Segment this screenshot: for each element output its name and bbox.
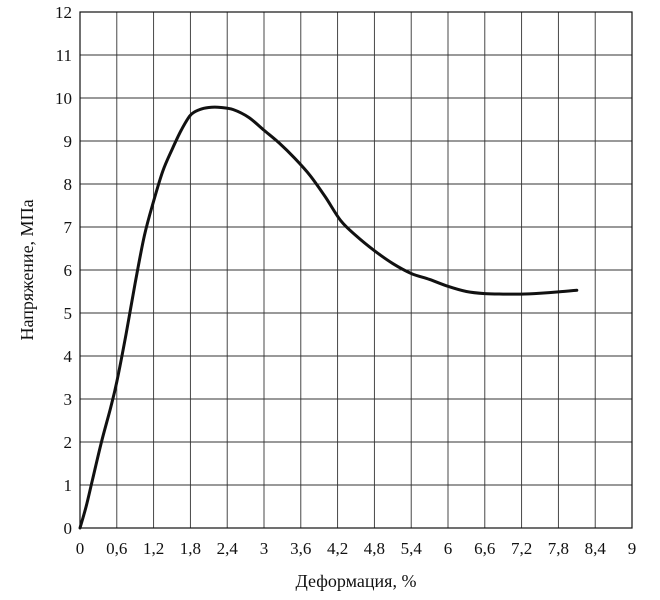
y-tick-label: 2 xyxy=(64,433,73,452)
y-tick-label: 11 xyxy=(56,46,72,65)
plot-area-frame xyxy=(79,11,633,529)
y-tick-label: 7 xyxy=(64,218,73,237)
x-tick-label: 0 xyxy=(76,539,85,558)
x-tick-label: 3 xyxy=(260,539,269,558)
tick-labels: 0 0,6 1,2 1,8 2,4 3 3,6 4,2 4,8 5,4 6 6,6 7,2 7,8 8,4 9… xyxy=(55,3,636,558)
x-tick-label: 3,6 xyxy=(290,539,311,558)
y-tick-label: 1 xyxy=(64,476,73,495)
y-tick-label: 8 xyxy=(64,175,73,194)
x-tick-label: 0,6 xyxy=(106,539,127,558)
series-layer xyxy=(78,105,579,530)
x-tick-label: 4,8 xyxy=(364,539,385,558)
y-tick-label: 3 xyxy=(64,390,73,409)
y-tick-label: 6 xyxy=(64,261,73,280)
x-tick-label: 9 xyxy=(628,539,637,558)
x-tick-label: 4,2 xyxy=(327,539,348,558)
x-axis-label: Деформация, % xyxy=(296,571,417,591)
x-tick-label: 1,2 xyxy=(143,539,164,558)
y-tick-label: 9 xyxy=(64,132,73,151)
x-tick-label: 1,8 xyxy=(180,539,201,558)
y-tick-label: 5 xyxy=(64,304,73,323)
grid xyxy=(79,11,633,529)
x-tick-label: 2,4 xyxy=(217,539,239,558)
y-tick-label: 12 xyxy=(55,3,72,22)
x-tick-label: 8,4 xyxy=(585,539,607,558)
y-tick-label: 0 xyxy=(64,519,73,538)
y-axis-label: Напряжение, МПа xyxy=(17,199,37,340)
x-tick-label: 7,8 xyxy=(548,539,569,558)
x-tick-label: 7,2 xyxy=(511,539,532,558)
stress-strain-curve xyxy=(78,105,579,530)
y-tick-label: 4 xyxy=(64,347,73,366)
x-tick-label: 6,6 xyxy=(474,539,495,558)
x-tick-label: 5,4 xyxy=(401,539,423,558)
x-tick-label: 6 xyxy=(444,539,453,558)
y-tick-label: 10 xyxy=(55,89,72,108)
